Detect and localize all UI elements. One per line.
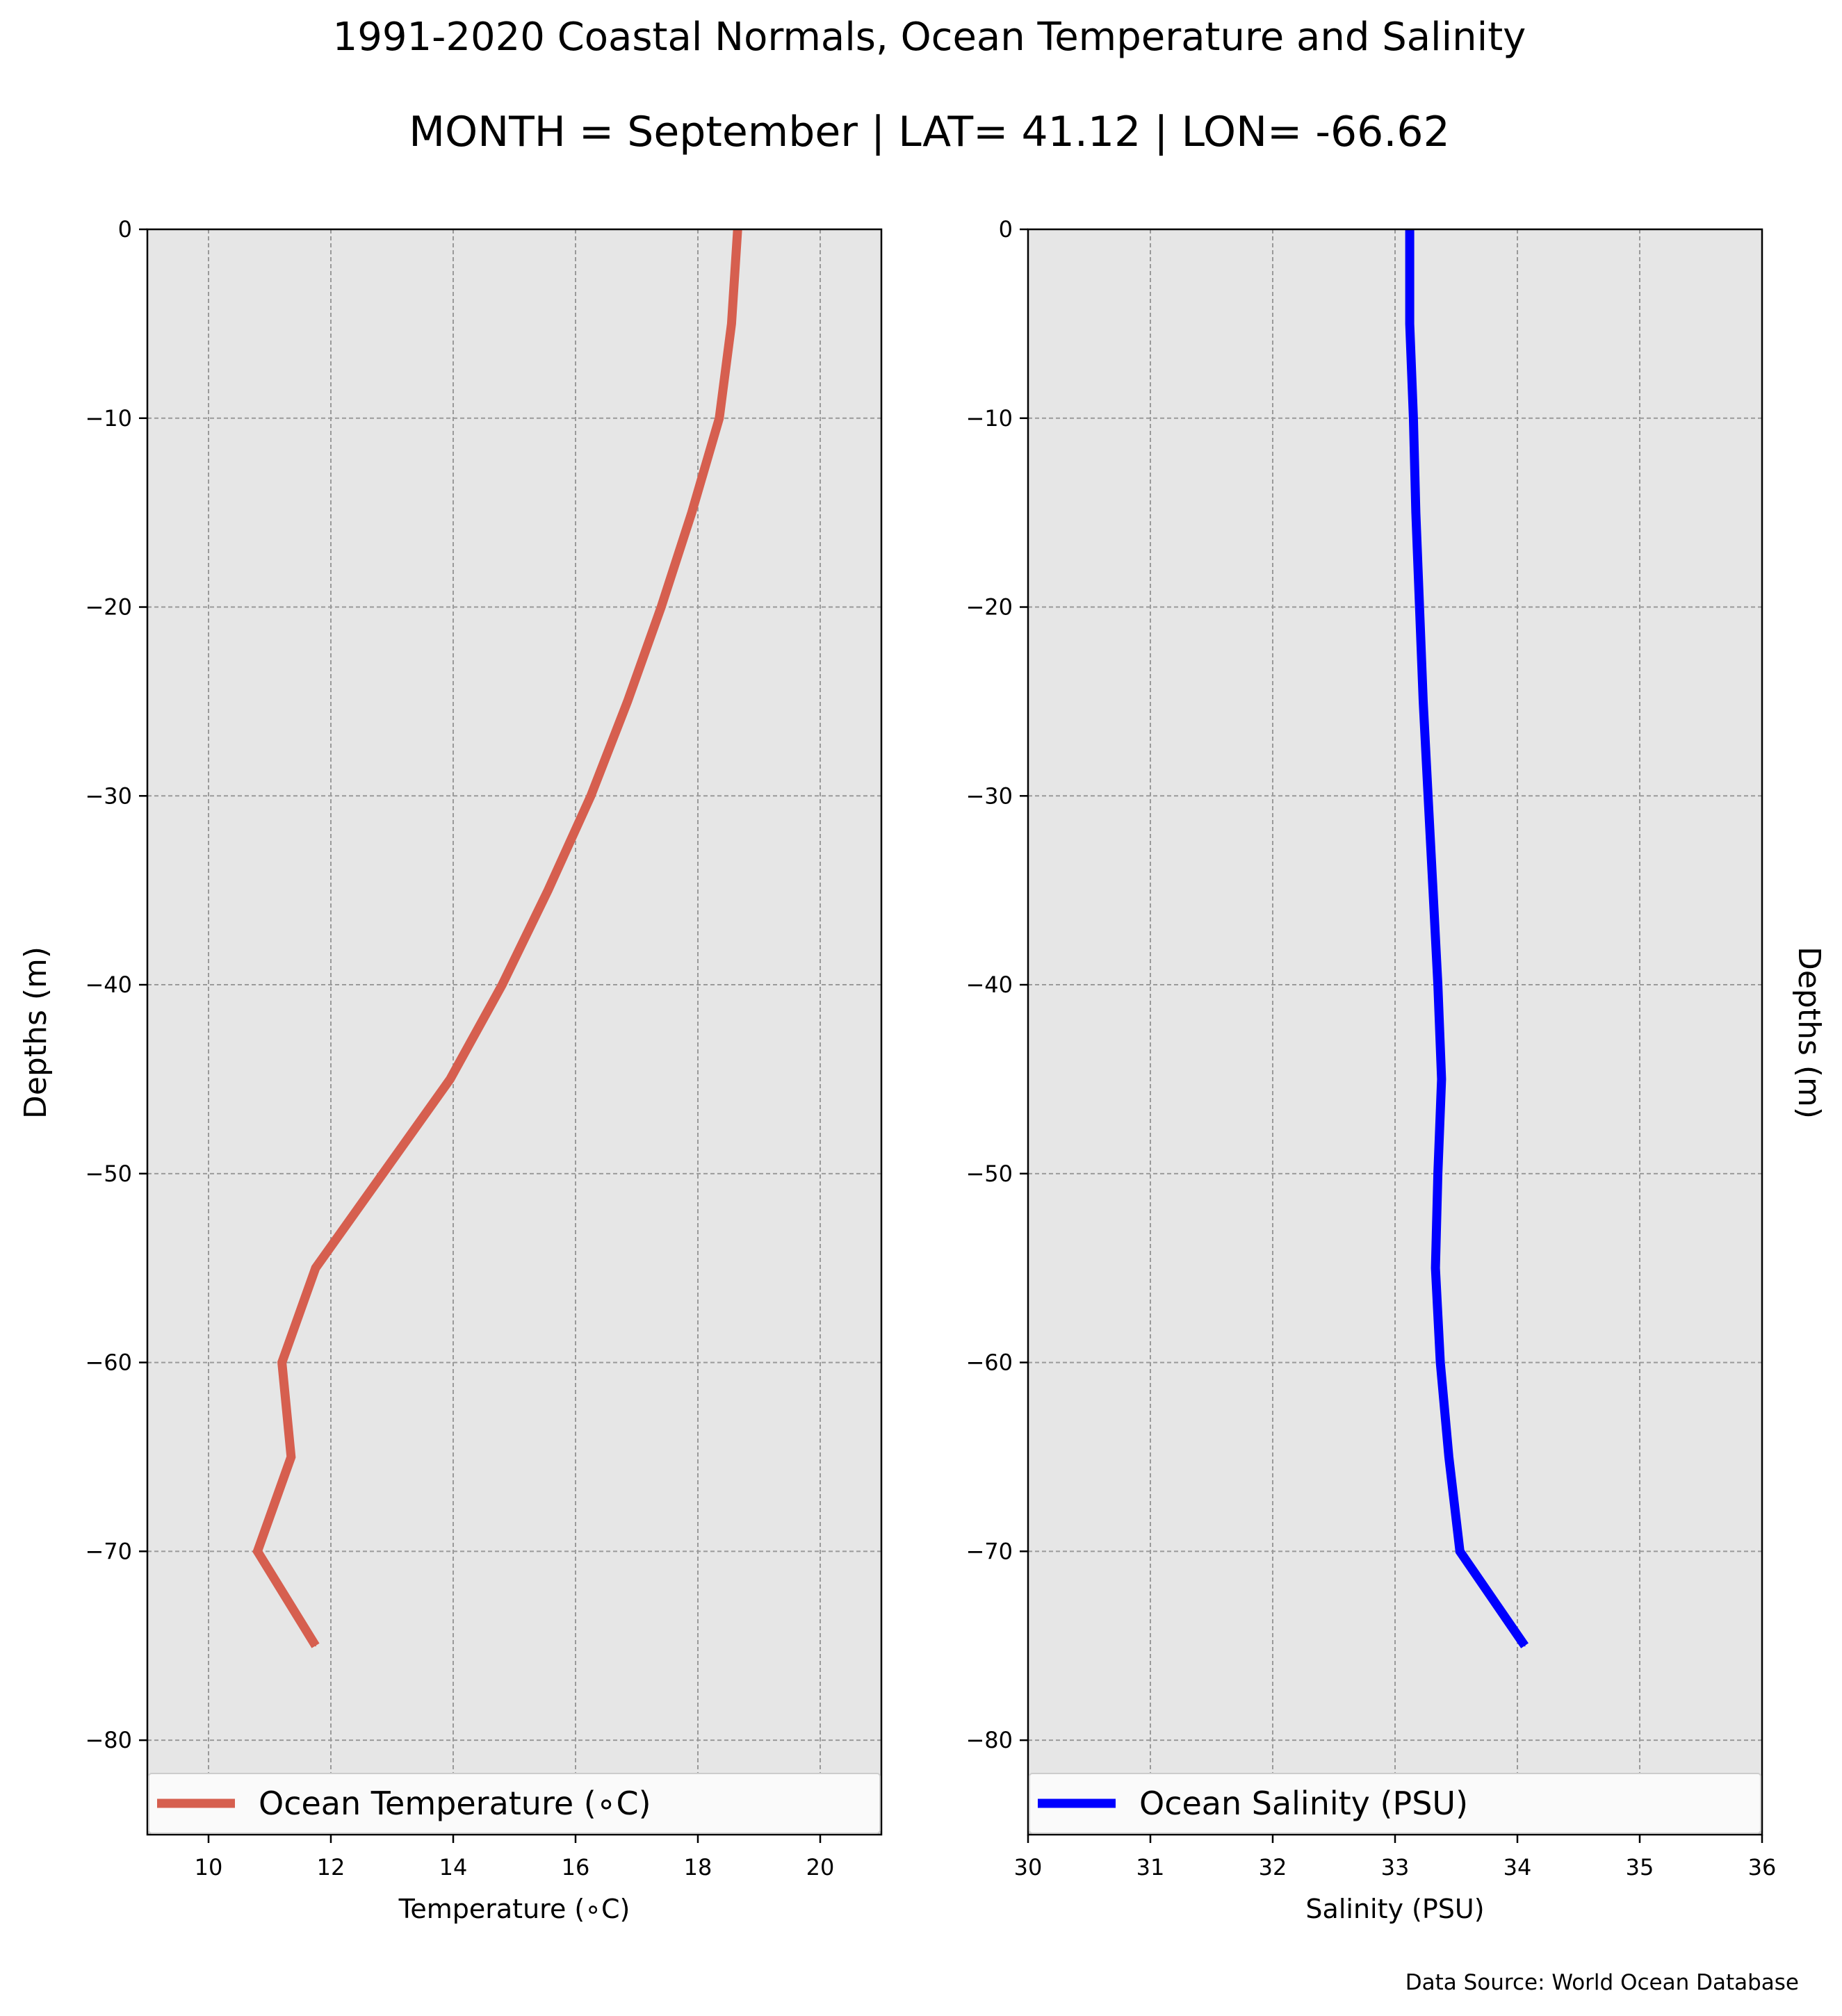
chart-subtitle: MONTH = September | LAT= 41.12 | LON= -6… — [409, 108, 1450, 156]
temperature-y-tick-label: −10 — [85, 405, 132, 432]
salinity-y-tick-label: −40 — [965, 972, 1013, 998]
salinity-y-tick-label: −20 — [965, 594, 1013, 621]
data-source-note: Data Source: World Ocean Database — [1405, 1970, 1799, 1995]
salinity-data-point — [1409, 322, 1411, 325]
temperature-y-tick-label: −40 — [85, 972, 132, 998]
salinity-legend-box — [1029, 1773, 1761, 1834]
salinity-data-point — [1459, 1550, 1461, 1552]
salinity-y-tick-label: −10 — [965, 405, 1013, 432]
salinity-y-tick-label: −50 — [965, 1161, 1013, 1187]
salinity-data-point — [1524, 1645, 1526, 1647]
salinity-profile-line — [1405, 229, 1529, 1648]
temperature-y-tick-label: −80 — [85, 1727, 132, 1753]
salinity-legend-label: Ocean Salinity (PSU) — [1139, 1785, 1468, 1822]
temperature-data-point — [718, 417, 720, 419]
right-depth-axis-label: Depths (m) — [1791, 946, 1827, 1119]
temperature-plot-background — [147, 229, 881, 1835]
salinity-data-point — [1437, 984, 1439, 986]
temperature-x-tick-label: 12 — [317, 1854, 345, 1880]
temperature-data-point — [256, 1550, 259, 1552]
salinity-data-point — [1440, 1361, 1442, 1363]
temperature-profile-line — [252, 229, 742, 1648]
temperature-y-tick-label: −50 — [85, 1161, 132, 1187]
temperature-x-tick-label: 18 — [684, 1854, 712, 1880]
salinity-x-tick-label: 33 — [1381, 1854, 1410, 1880]
temperature-data-point — [626, 700, 628, 703]
salinity-panel: 30 31 32 33 34 35 36 0 −10 −20 −30 −40 −50 −60 −70 −80 O… — [965, 216, 1776, 1880]
temperature-x-tick-label: 10 — [195, 1854, 223, 1880]
salinity-y-tick-label: −30 — [965, 782, 1013, 809]
salinity-data-point — [1435, 1267, 1437, 1269]
salinity-x-tick-label: 30 — [1014, 1854, 1043, 1880]
left-depth-axis-label: Depths (m) — [18, 946, 54, 1119]
temperature-data-point — [660, 606, 662, 608]
temperature-x-tick-label: 20 — [806, 1854, 835, 1880]
salinity-y-tick-label: −80 — [965, 1727, 1013, 1753]
temperature-y-tick-label: −60 — [85, 1350, 132, 1376]
salinity-data-point — [1412, 417, 1415, 419]
salinity-data-point — [1419, 606, 1421, 608]
temperature-data-point — [290, 1456, 292, 1458]
salinity-x-tick-label: 34 — [1503, 1854, 1532, 1880]
salinity-axis-label: Salinity (PSU) — [1305, 1894, 1484, 1924]
salinity-y-tick-label: −70 — [965, 1538, 1013, 1564]
salinity-data-point — [1440, 1078, 1442, 1080]
temperature-y-tick-label: 0 — [118, 216, 132, 243]
salinity-x-tick-label: 35 — [1626, 1854, 1654, 1880]
temperature-data-point — [731, 322, 733, 325]
salinity-data-point — [1432, 890, 1434, 892]
temperature-panel: 10 12 14 16 18 20 0 −10 −20 −30 −40 −50 −60 −70 −80 Oce… — [85, 216, 883, 1880]
chart-title: 1991-2020 Coastal Normals, Ocean Tempera… — [333, 15, 1526, 60]
salinity-data-point — [1415, 511, 1417, 514]
temperature-y-tick-label: −30 — [85, 782, 132, 809]
salinity-y-tick-label: 0 — [999, 216, 1013, 243]
temperature-data-point — [449, 1078, 451, 1080]
temperature-data-point — [590, 795, 592, 797]
temperature-y-tick-label: −20 — [85, 594, 132, 621]
temperature-y-tick-label: −70 — [85, 1538, 132, 1564]
temperature-legend-label: Ocean Temperature (∘C) — [259, 1785, 651, 1822]
salinity-x-tick-label: 32 — [1259, 1854, 1287, 1880]
temperature-data-point — [691, 511, 693, 514]
temperature-legend-box — [148, 1773, 881, 1834]
temperature-data-point — [382, 1172, 384, 1174]
temperature-data-point — [315, 1645, 316, 1647]
salinity-data-point — [1437, 1172, 1439, 1174]
temperature-x-tick-label: 16 — [562, 1854, 590, 1880]
salinity-x-tick-label: 36 — [1748, 1854, 1777, 1880]
temperature-plot-frame — [146, 228, 883, 1836]
salinity-data-point — [1427, 795, 1429, 797]
salinity-data-point — [1448, 1456, 1450, 1458]
temperature-data-point — [547, 890, 549, 892]
temperature-data-point — [315, 1267, 316, 1269]
salinity-x-tick-label: 31 — [1136, 1854, 1165, 1880]
temperature-data-point — [501, 984, 503, 986]
temperature-data-point — [281, 1361, 283, 1363]
salinity-y-tick-label: −60 — [965, 1350, 1013, 1376]
temperature-x-tick-label: 14 — [439, 1854, 468, 1880]
salinity-data-point — [1422, 700, 1424, 703]
temperature-axis-label: Temperature (∘C) — [398, 1894, 630, 1924]
